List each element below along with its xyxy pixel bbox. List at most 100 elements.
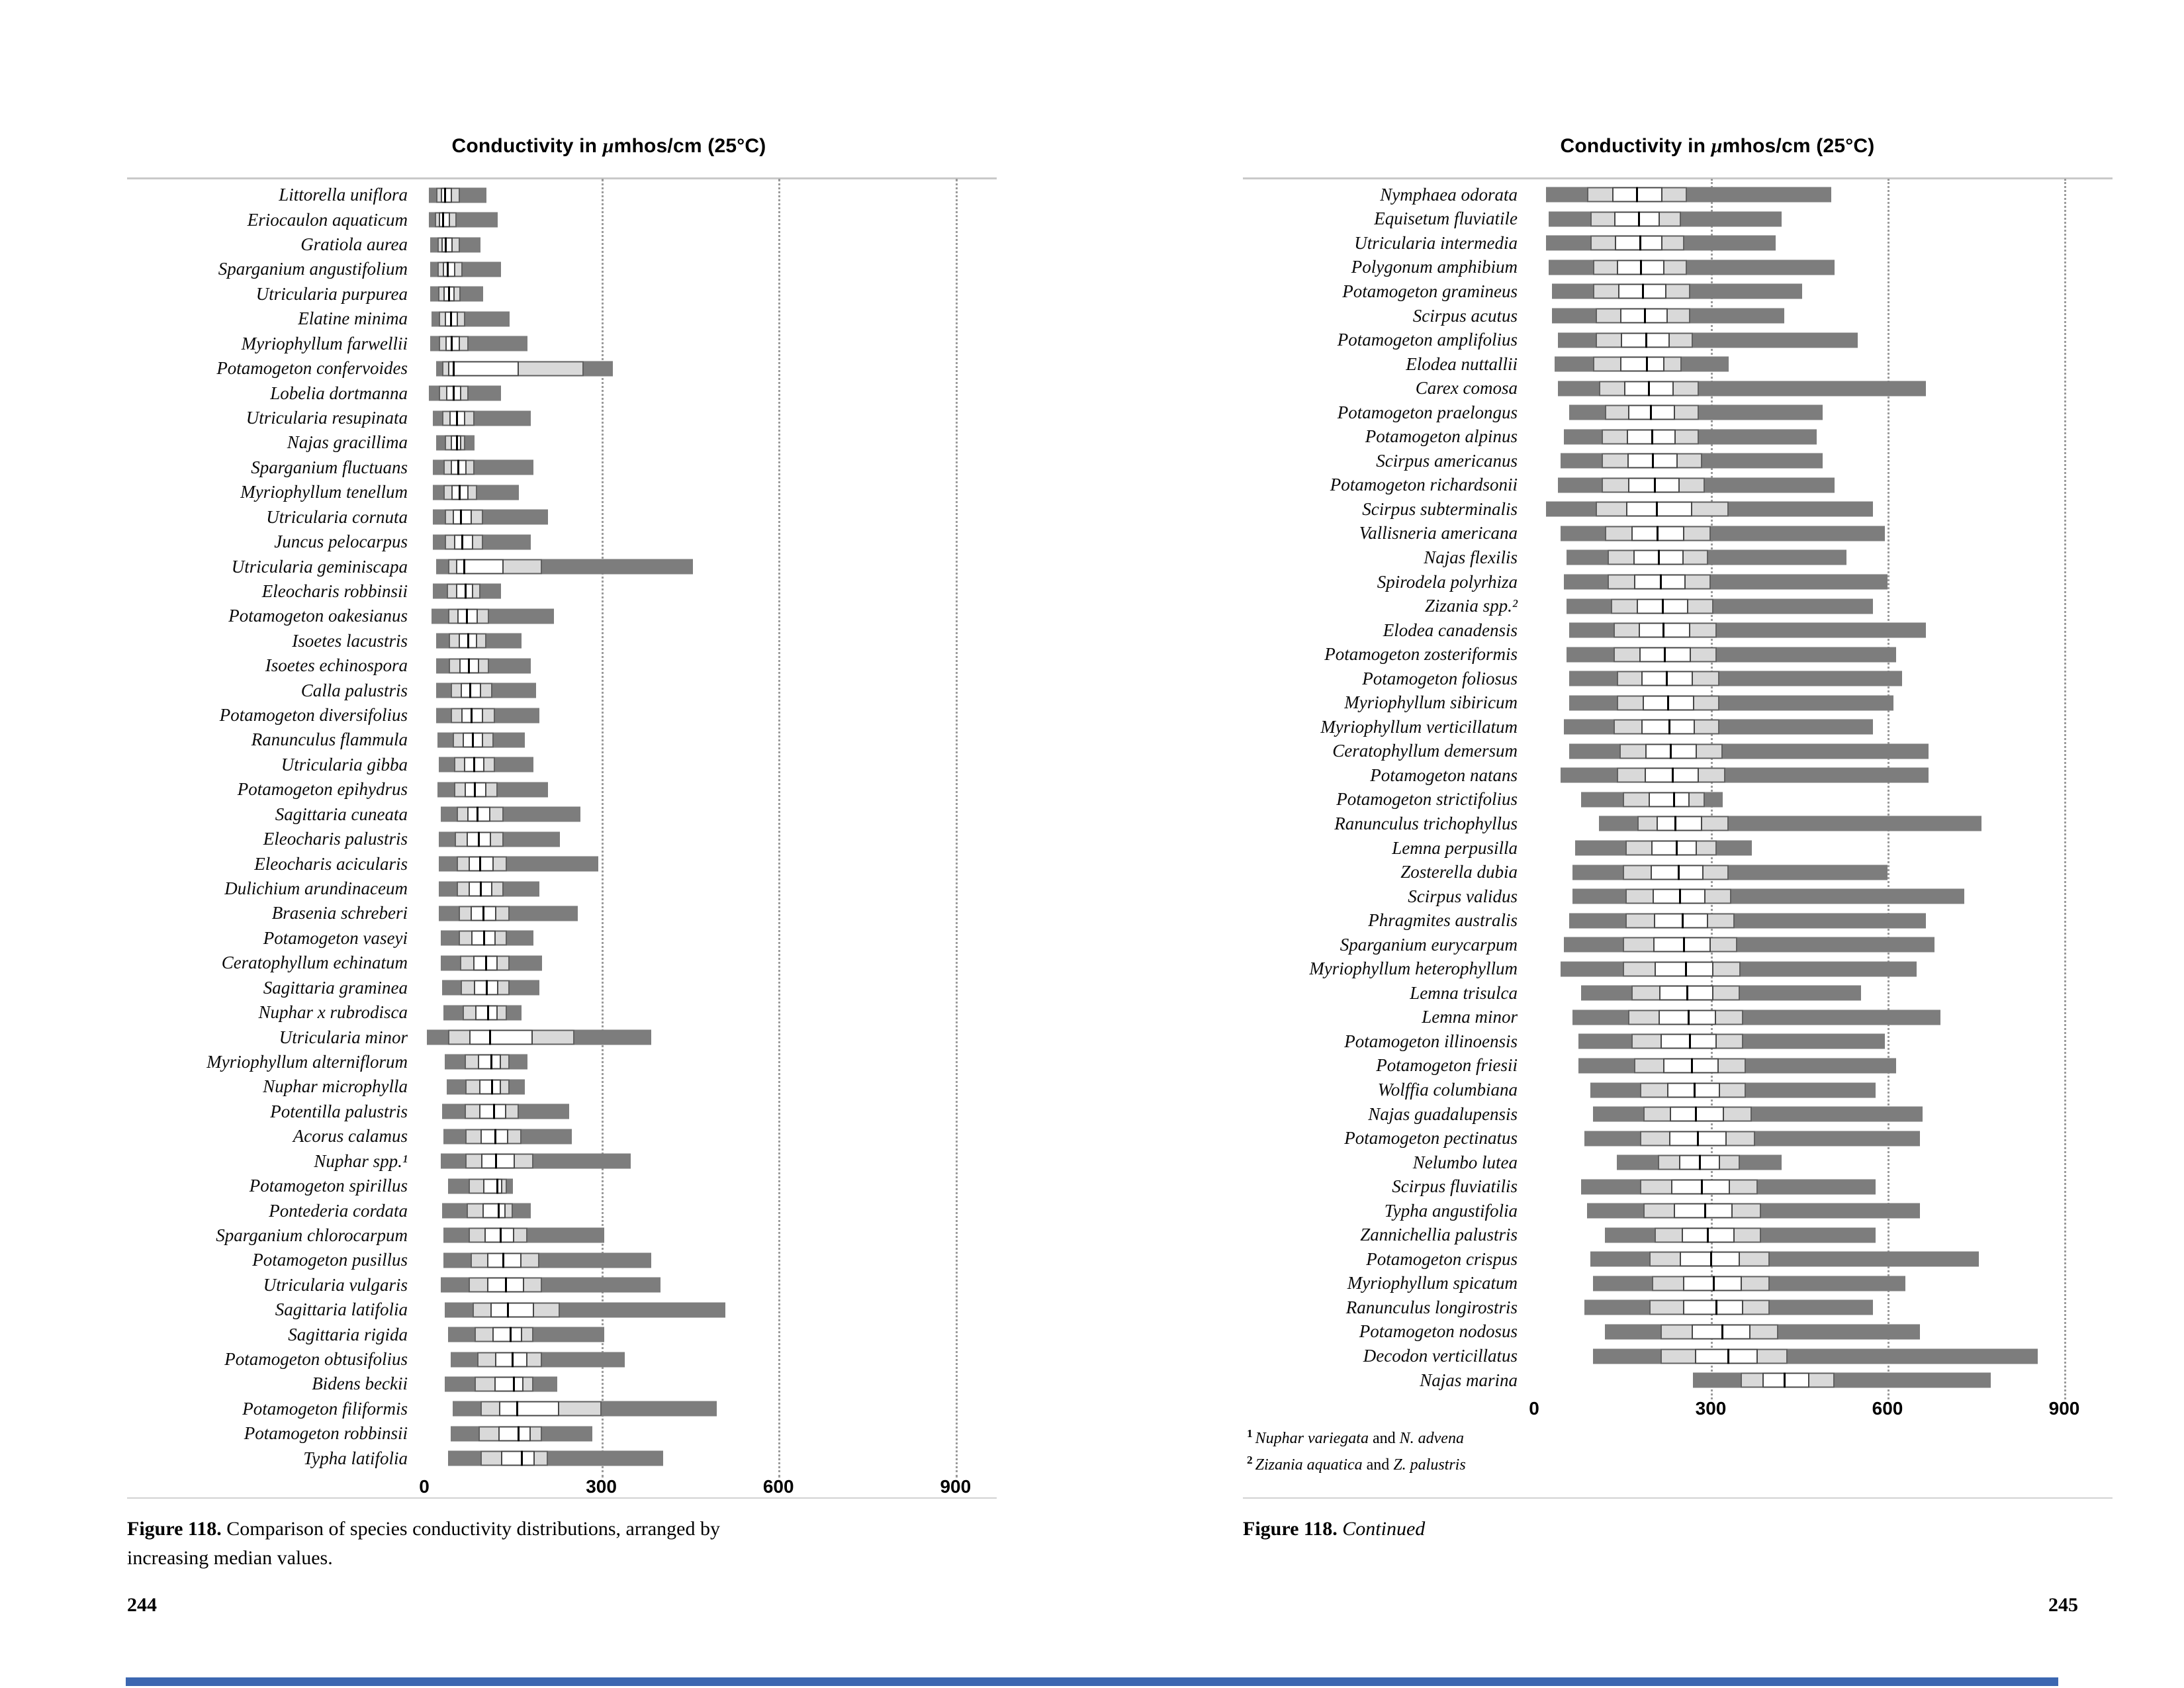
- median-line: [483, 930, 486, 946]
- median-line: [513, 1376, 516, 1392]
- median-box: [456, 583, 473, 599]
- distribution-track: [417, 653, 997, 678]
- median-line: [1659, 574, 1662, 590]
- species-row: Potamogeton amplifolius: [1243, 328, 2113, 352]
- species-row: Potamogeton robbinsii: [127, 1421, 997, 1446]
- median-box: [441, 237, 453, 253]
- median-box: [482, 1203, 506, 1219]
- median-line: [444, 237, 447, 253]
- distribution-track: [417, 901, 997, 925]
- median-box: [1626, 501, 1693, 517]
- species-name: Eleocharis acicularis: [254, 853, 408, 874]
- median-box: [495, 1352, 528, 1368]
- distribution-track: [417, 1174, 997, 1198]
- species-row: Juncus pelocarpus: [127, 530, 997, 554]
- distribution-track: [1527, 763, 2113, 788]
- median-line: [1696, 1131, 1699, 1147]
- right-page-number: 245: [2048, 1594, 2078, 1616]
- median-box: [1762, 1372, 1810, 1388]
- footnote-species: Z. palustris: [1393, 1456, 1466, 1474]
- species-row: Eriocaulon aquaticum: [127, 207, 997, 232]
- x-tick-label: 600: [762, 1476, 794, 1497]
- distribution-track: [417, 1347, 997, 1372]
- median-box: [1653, 937, 1711, 953]
- distribution-track: [417, 851, 997, 876]
- median-box: [498, 1401, 560, 1417]
- species-name: Phragmites australis: [1368, 910, 1518, 931]
- species-name: Scirpus fluviatilis: [1392, 1176, 1518, 1197]
- distribution-track: [417, 1397, 997, 1421]
- distribution-track: [417, 504, 997, 529]
- species-name: Sparganium fluctuans: [251, 457, 408, 477]
- footnote-species: Nuphar variegata: [1255, 1430, 1369, 1447]
- distribution-track: [417, 604, 997, 628]
- left-chart-title: Conductivity in μmhos/cm (25°C): [245, 135, 973, 158]
- distribution-track: [417, 406, 997, 430]
- species-row: Littorella uniflora: [127, 183, 997, 207]
- title-text: Conductivity in: [1560, 135, 1706, 157]
- median-line: [1669, 743, 1672, 759]
- species-name: Myriophyllum sibiricum: [1344, 692, 1518, 713]
- distribution-track: [417, 976, 997, 1000]
- median-line: [1665, 671, 1668, 686]
- distribution-track: [417, 356, 997, 381]
- species-name: Pontederia cordata: [269, 1200, 408, 1221]
- median-box: [500, 1450, 535, 1466]
- species-row: Utricularia geminiscapa: [127, 554, 997, 579]
- distribution-track: [417, 926, 997, 951]
- median-line: [1657, 526, 1659, 541]
- median-line: [1691, 1058, 1694, 1074]
- species-name: Equisetum fluviatile: [1374, 209, 1518, 229]
- median-line: [1712, 1276, 1715, 1291]
- species-name: Potamogeton friesii: [1376, 1055, 1518, 1076]
- species-name: Elatine minima: [298, 308, 408, 329]
- species-name: Bidens beckii: [312, 1374, 408, 1394]
- distribution-track: [1527, 352, 2113, 377]
- median-line: [1693, 1082, 1696, 1098]
- distribution-track: [1527, 594, 2113, 618]
- species-name: Sparganium eurycarpum: [1340, 934, 1518, 955]
- median-box: [490, 1302, 534, 1318]
- species-row: Elatine minima: [127, 306, 997, 331]
- median-box: [467, 806, 491, 822]
- x-tick-label: 0: [419, 1476, 430, 1497]
- median-line: [1648, 381, 1651, 397]
- median-line: [520, 1450, 523, 1466]
- median-line: [1675, 840, 1678, 856]
- median-line: [453, 385, 455, 401]
- median-line: [1695, 1106, 1698, 1122]
- species-name: Eleocharis robbinsii: [261, 581, 408, 601]
- species-name: Ranunculus trichophyllus: [1334, 813, 1518, 833]
- species-row: Najas guadalupensis: [1243, 1102, 2113, 1127]
- species-row: Potamogeton friesii: [1243, 1054, 2113, 1078]
- median-line: [497, 1203, 500, 1219]
- species-row: Potamogeton richardsonii: [1243, 473, 2113, 498]
- distribution-track: [1527, 1223, 2113, 1248]
- distribution-track: [417, 306, 997, 331]
- distribution-track: [1527, 376, 2113, 400]
- distribution-track: [1527, 424, 2113, 449]
- species-row: Acorus calamus: [127, 1124, 997, 1149]
- median-line: [450, 336, 453, 352]
- median-box: [482, 1178, 502, 1194]
- species-name: Decodon verticillatus: [1363, 1346, 1518, 1366]
- footnote-marker: 2: [1247, 1454, 1253, 1467]
- distribution-track: [1527, 1054, 2113, 1078]
- median-line: [455, 410, 458, 426]
- distribution-track: [417, 951, 997, 975]
- caption-continued: Continued: [1342, 1518, 1426, 1540]
- median-line: [486, 980, 488, 996]
- median-box: [494, 1376, 524, 1392]
- median-box: [492, 1327, 522, 1342]
- distribution-track: [417, 777, 997, 802]
- species-name: Scirpus subterminalis: [1362, 498, 1518, 519]
- median-line: [1637, 211, 1640, 227]
- species-name: Scirpus americanus: [1376, 450, 1518, 471]
- species-row: Carex comosa: [1243, 376, 2113, 400]
- species-row: Nuphar spp.¹: [127, 1149, 997, 1173]
- species-name: Potamogeton richardsonii: [1330, 475, 1518, 495]
- species-name: Typha latifolia: [303, 1448, 408, 1468]
- median-line: [1715, 1299, 1718, 1315]
- species-name: Potamogeton natans: [1370, 765, 1518, 785]
- median-line: [485, 955, 488, 971]
